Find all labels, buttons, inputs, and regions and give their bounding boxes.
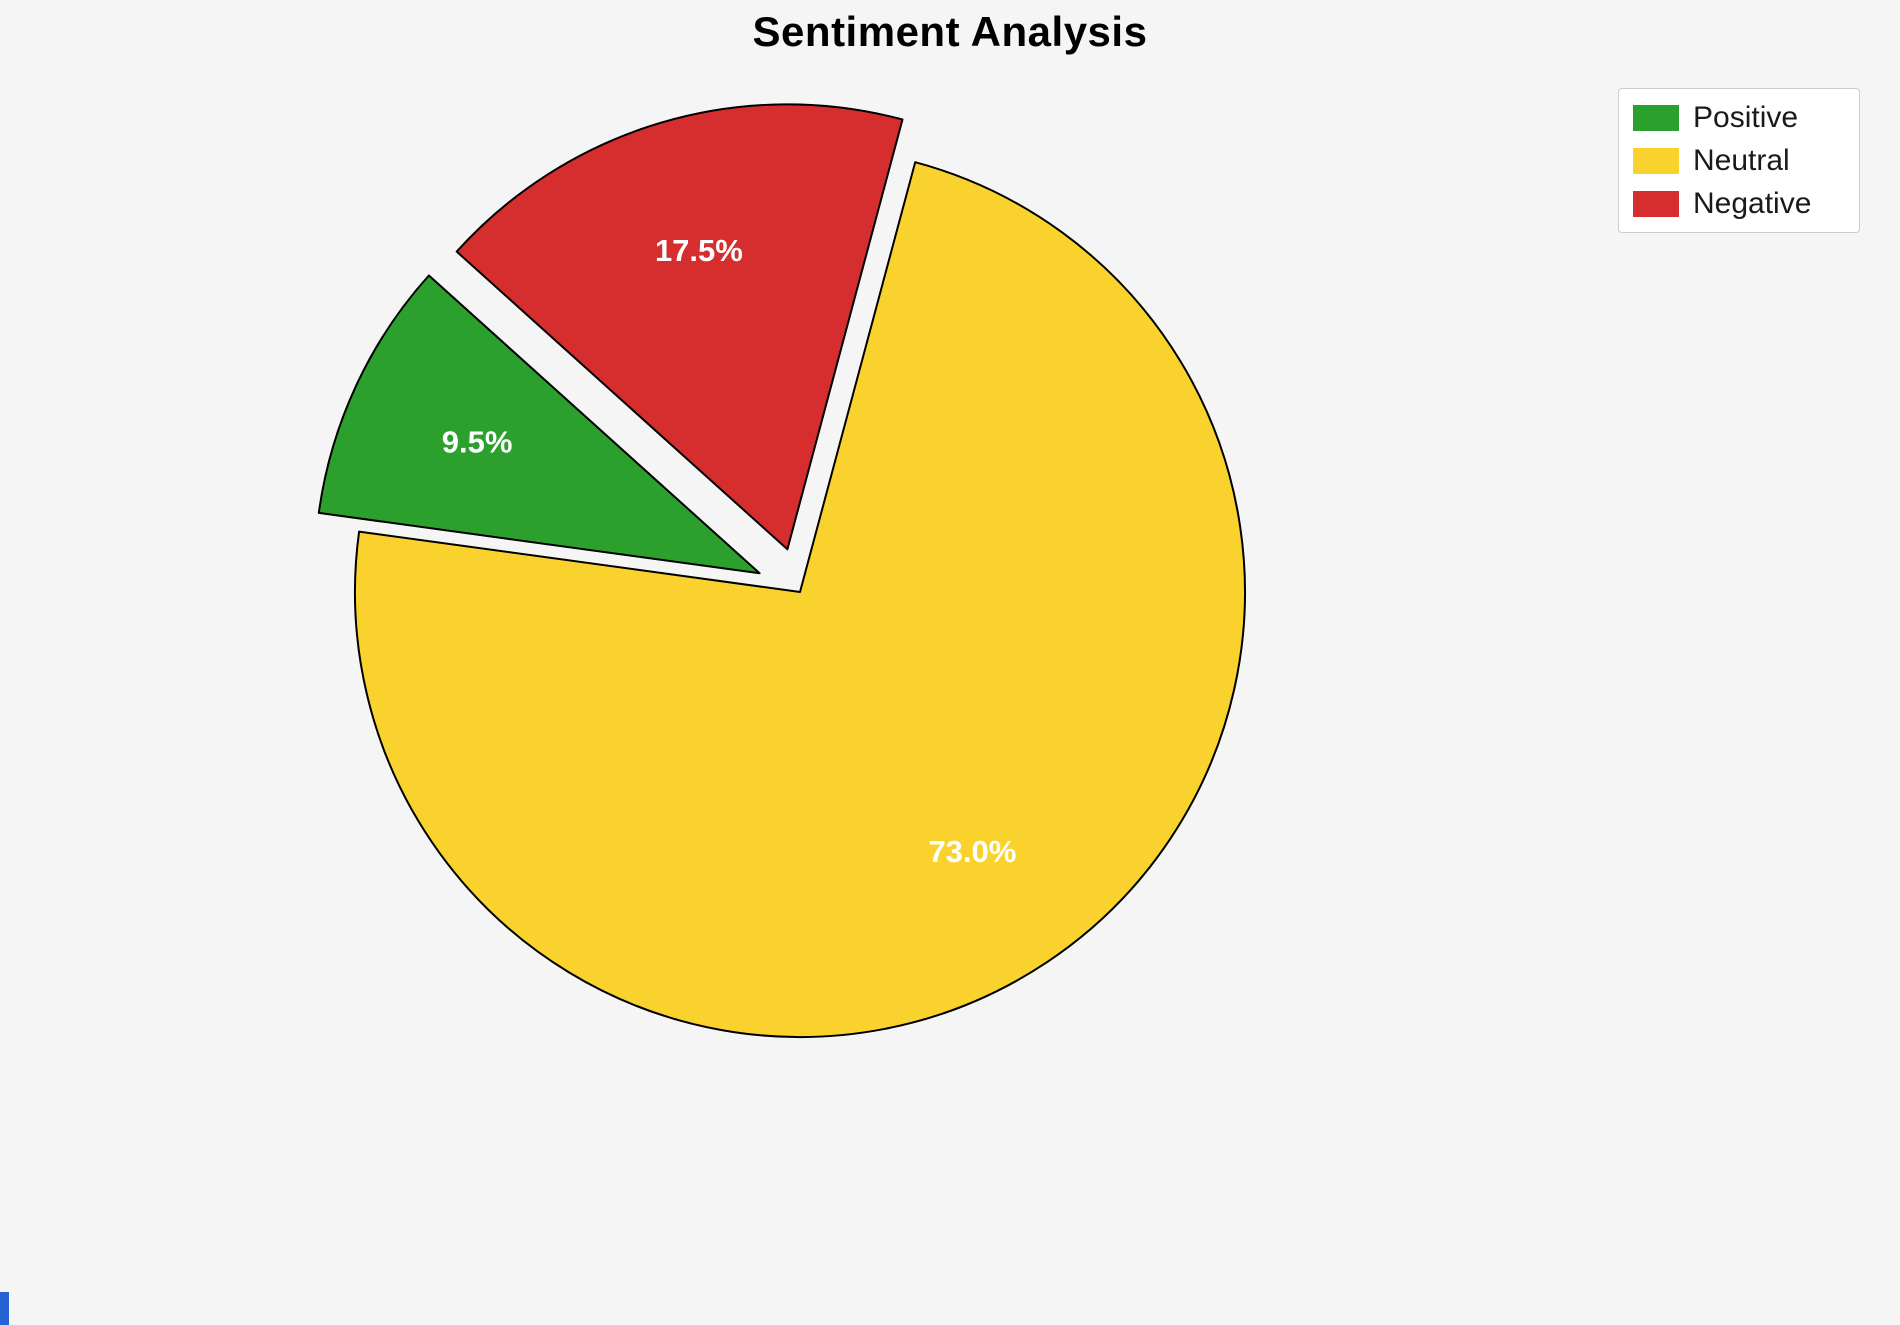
chart-title: Sentiment Analysis: [752, 8, 1148, 55]
pct-label-positive: 9.5%: [442, 425, 513, 460]
legend-item-neutral: Neutral: [1633, 144, 1845, 177]
legend-label-neutral: Neutral: [1693, 144, 1790, 177]
pct-label-neutral: 73.0%: [928, 834, 1016, 869]
pie-slice-positive: [317, 274, 761, 575]
pie-slice-negative: [455, 103, 904, 551]
legend-item-positive: Positive: [1633, 101, 1845, 134]
legend-swatch-negative: [1633, 190, 1679, 217]
legend-swatch-positive: [1633, 104, 1679, 131]
corner-artifact: [0, 1292, 9, 1325]
legend: Positive Neutral Negative: [1618, 88, 1860, 233]
pie-slice-neutral: [354, 161, 1246, 1038]
legend-label-positive: Positive: [1693, 101, 1799, 134]
legend-item-negative: Negative: [1633, 187, 1845, 220]
legend-label-negative: Negative: [1693, 187, 1812, 220]
pct-label-negative: 17.5%: [655, 233, 743, 268]
legend-swatch-neutral: [1633, 147, 1679, 174]
